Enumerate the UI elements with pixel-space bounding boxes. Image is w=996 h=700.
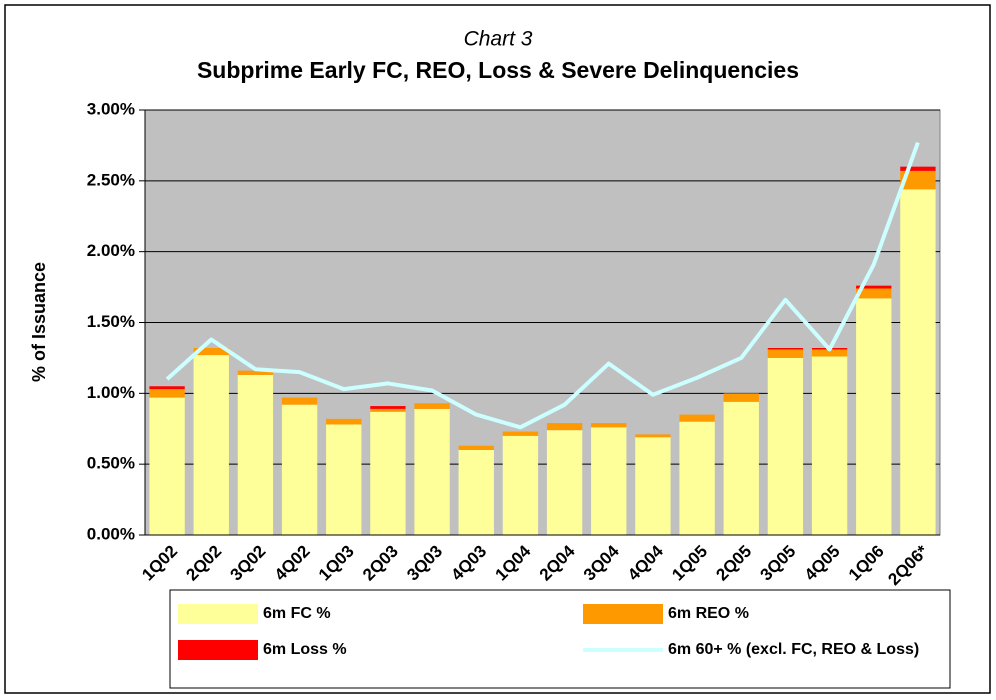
bar-segment [546,423,583,431]
y-tick-label: 0.00% [87,524,135,543]
bar-segment [149,389,185,398]
y-tick-label: 3.00% [87,99,135,118]
y-tick-label: 1.00% [87,383,135,402]
bar-segment [546,430,583,535]
bar-segment [502,435,539,535]
y-tick-label: 2.00% [87,241,135,260]
bar-segment [900,166,936,171]
bar-segment [856,298,892,535]
legend-label: 6m FC % [263,605,331,622]
bar-segment [767,349,804,358]
bar-segment [856,288,892,299]
bar-segment [502,431,539,436]
bar-segment [679,414,715,422]
bar-segment [193,348,229,356]
bar-segment [591,423,627,428]
legend-label: 6m REO % [668,605,749,622]
y-tick-label: 2.50% [87,170,135,189]
line-series [165,141,920,430]
bar-segment [811,356,848,535]
bar-segment [281,397,318,405]
bar-segment [900,170,936,190]
bar-segment [767,357,804,535]
chart-title: Subprime Early FC, REO, Loss & Severe De… [197,57,799,83]
bar-segment [370,408,406,412]
bar-segment [458,445,494,450]
bar-segment [414,408,450,535]
bar-segment [856,285,892,289]
bar-segment [193,355,229,535]
bar-segment [149,386,185,390]
bar-segment [414,403,450,409]
bar-segment [767,348,804,350]
y-tick-label: 1.50% [87,312,135,331]
bar-segment [149,397,185,535]
bar-segment [811,349,848,357]
bar-segment [281,404,318,535]
bar-segment [370,411,406,535]
chart-subtitle: Chart 3 [464,28,533,51]
bar-segment [591,427,627,535]
bar-segment [458,450,494,535]
y-tick-label: 0.50% [87,454,135,473]
legend-swatch [583,604,663,624]
bar-segment [900,189,936,536]
bar-segment [370,406,406,409]
y-axis-label: % of Issuance [29,262,49,382]
legend-box [169,589,951,689]
legend-swatch [178,640,258,660]
bar-segment [679,421,715,535]
bar-segment [635,434,671,438]
legend-swatch [178,604,258,624]
bar-segment [635,437,671,535]
legend-label: 6m 60+ % (excl. FC, REO & Loss) [668,641,919,658]
bar-segment [237,374,274,535]
bar-segment [326,418,362,425]
legend-label: 6m Loss % [263,641,347,658]
bar-segment [326,424,362,535]
bar-segment [723,393,759,402]
bar-segment [237,370,274,375]
bar-segment [723,401,759,535]
